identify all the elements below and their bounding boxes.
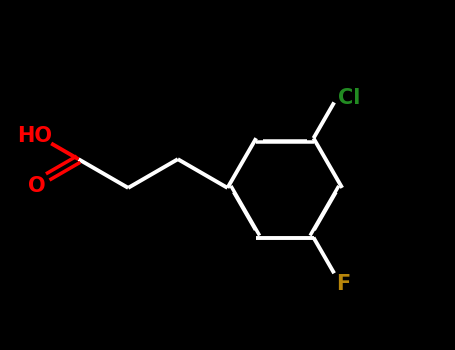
Text: Cl: Cl [338, 88, 360, 108]
Text: O: O [28, 176, 46, 196]
Text: HO: HO [17, 126, 52, 146]
Text: F: F [336, 274, 350, 294]
